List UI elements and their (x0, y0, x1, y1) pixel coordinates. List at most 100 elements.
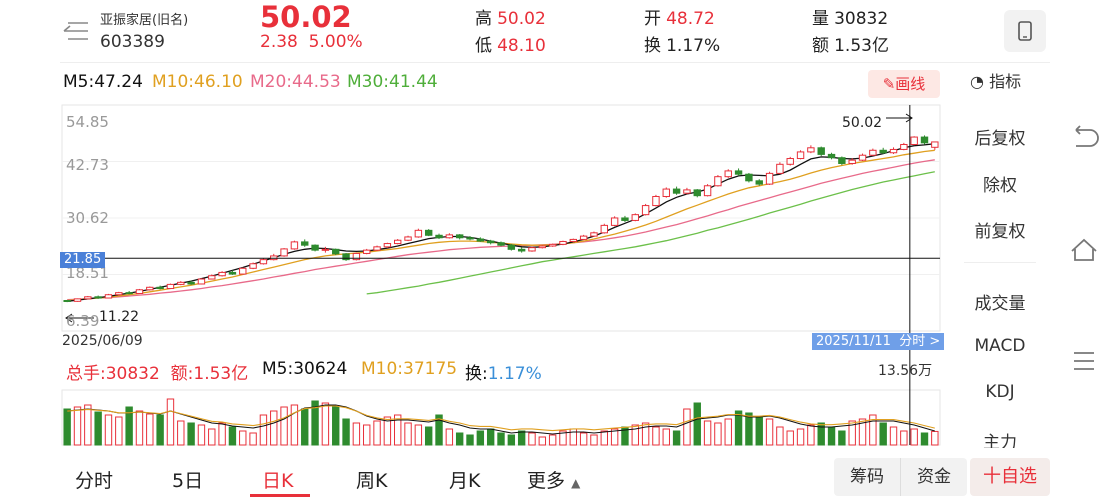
volume-bar (662, 428, 670, 446)
change-abs: 2.38 (260, 32, 298, 52)
volume-bar (528, 432, 536, 446)
ex-rights-option[interactable]: 除权 (983, 176, 1017, 196)
candle-body (683, 189, 691, 194)
macd-option[interactable]: MACD (974, 336, 1026, 356)
tab-weekly-k[interactable]: 周K (356, 470, 388, 492)
volume-bar (249, 432, 257, 446)
low-quote: 低 48.10 (475, 31, 546, 56)
intraday-link[interactable]: 分时 > (899, 334, 941, 349)
price-change: 2.38 5.00% (260, 32, 363, 52)
vol-turnover-label: 换: (465, 364, 488, 384)
volume-bar (734, 410, 743, 446)
volume-bar (290, 404, 299, 446)
candle-body (786, 158, 794, 165)
candle-body (807, 147, 815, 153)
candle-body (765, 172, 774, 185)
open-quote: 开 48.72 (644, 4, 715, 29)
kdj-option[interactable]: KDJ (985, 382, 1015, 402)
adjust-back-option[interactable]: 后复权 (974, 129, 1026, 149)
volume-bar (424, 426, 433, 446)
high-value: 50.02 (497, 9, 546, 29)
volume-bar (517, 430, 526, 446)
low-label: 低 (475, 36, 492, 56)
tab-daily-k[interactable]: 日K (262, 470, 294, 492)
funds-button[interactable]: 资金 (900, 458, 967, 496)
candle-body (693, 189, 701, 197)
volume-bar (383, 416, 392, 446)
candle-body (424, 229, 433, 236)
volume-bar (672, 430, 681, 446)
adjust-forward-option[interactable]: 前复权 (974, 222, 1026, 242)
volume-bar (115, 416, 123, 446)
draw-label: 画线 (895, 75, 926, 93)
volume-bar (714, 422, 722, 446)
ma30-label: M30:41.44 (347, 72, 438, 92)
low-value: 48.10 (497, 36, 546, 56)
y-tick-label: 42.73 (66, 156, 109, 174)
ma10-line (67, 149, 935, 302)
candle-body (228, 271, 237, 275)
y-tick-label: 30.62 (66, 209, 109, 227)
candle-body (321, 248, 330, 251)
active-tab-indicator (250, 494, 310, 497)
total-volume-label: 总手: (66, 364, 106, 384)
add-watchlist-button[interactable]: 十自选 (970, 458, 1050, 496)
candle-body (538, 245, 547, 249)
candle-body (259, 259, 268, 265)
gauge-icon: ◔ (970, 72, 984, 91)
candle-body (497, 242, 505, 246)
volume-bar (600, 430, 608, 446)
volume-bar (827, 426, 836, 446)
candle-body (342, 253, 350, 261)
draw-line-button[interactable]: ✎画线 (868, 70, 940, 98)
candle-body (156, 286, 164, 290)
vol-amount-label: 额: (170, 364, 194, 384)
volume-bar (920, 432, 929, 446)
volume-bars (63, 398, 939, 446)
kline-chart[interactable] (0, 100, 950, 450)
cursor-date-tag[interactable]: 2025/11/11 分时 > (812, 333, 945, 350)
amount-label: 额 (812, 36, 829, 56)
candle-body (197, 278, 206, 285)
volume-indicator-option[interactable]: 成交量 (974, 294, 1026, 314)
tab-5day[interactable]: 5日 (172, 470, 204, 492)
volume-bar (755, 416, 763, 446)
volume-bar (466, 434, 474, 446)
volume-bar (394, 414, 402, 446)
back-arrow-icon[interactable] (1064, 124, 1104, 154)
current-price: 50.02 (260, 0, 352, 34)
landscape-toggle-button[interactable] (1004, 10, 1046, 52)
candle-body (652, 195, 660, 207)
candle-body (435, 234, 443, 239)
volume-bar (156, 414, 164, 446)
max-price-label: 50.02 (842, 115, 883, 131)
main-force-option[interactable]: 主力 (983, 433, 1017, 448)
candle-body (373, 246, 381, 251)
candle-body (838, 157, 846, 164)
start-date-label: 2025/06/09 (62, 333, 143, 349)
home-icon[interactable] (1064, 236, 1104, 266)
volume-ma10-line (67, 405, 935, 432)
volume-bar (218, 422, 226, 446)
tab-intraday[interactable]: 分时 (75, 470, 114, 492)
chart-overlay (62, 105, 940, 445)
crosshair-price-tag: 21.85 (60, 252, 106, 268)
candle-body (621, 217, 629, 221)
indicator-button[interactable]: ◔ 指标 (970, 68, 1021, 92)
chips-button[interactable]: 筹码 (834, 458, 900, 496)
candle-body (631, 214, 639, 221)
volume-bar (879, 422, 887, 446)
tab-more[interactable]: 更多 ▲ (527, 466, 580, 493)
candles (63, 135, 939, 303)
back-list-icon[interactable] (62, 20, 90, 42)
volume-bar (435, 414, 443, 446)
stock-code: 603389 (100, 32, 165, 52)
menu-icon[interactable] (1064, 346, 1104, 376)
candle-body (724, 170, 732, 178)
tab-more-label: 更多 (527, 470, 566, 492)
candle-body (187, 281, 195, 285)
candle-body (879, 149, 887, 154)
candle-body (239, 267, 247, 275)
candle-body (476, 238, 485, 242)
tab-monthly-k[interactable]: 月K (449, 470, 481, 492)
